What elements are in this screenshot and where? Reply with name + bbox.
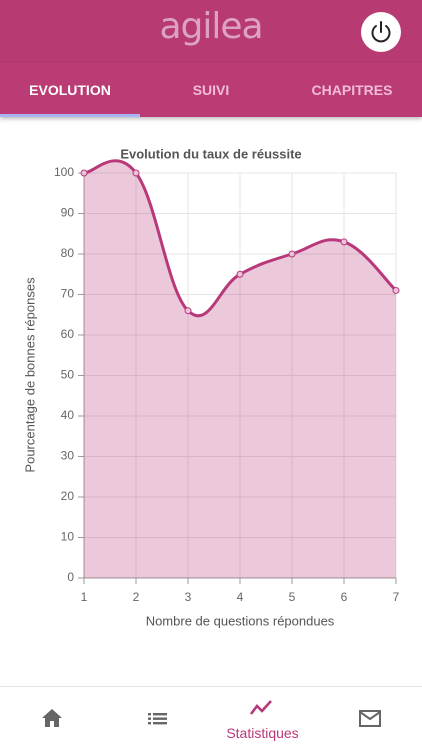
tab-bar: EVOLUTION SUIVI CHAPITRES <box>0 63 422 117</box>
bottom-nav: Statistiques <box>0 686 422 750</box>
y-tick-label: 10 <box>61 530 75 544</box>
home-icon <box>42 709 62 727</box>
y-tick-label: 70 <box>61 287 75 301</box>
point <box>132 169 140 177</box>
y-tick-label: 80 <box>61 246 75 260</box>
tab[interactable]: EVOLUTION <box>0 63 140 117</box>
logo: agilea <box>159 6 263 47</box>
y-axis-label: Pourcentage de bonnes réponses <box>22 277 37 473</box>
y-tick-label: 30 <box>61 449 75 463</box>
statistics-icon <box>249 700 272 715</box>
y-tick-label: 90 <box>61 206 75 220</box>
y-tick-label: 100 <box>54 165 74 179</box>
power-icon <box>371 21 391 43</box>
nav-statistics[interactable]: Statistiques <box>210 687 315 750</box>
chart-title: Evolution du taux de réussite <box>120 146 301 161</box>
x-tick-label: 2 <box>133 590 140 604</box>
power-button[interactable] <box>361 12 401 52</box>
x-axis-label: Nombre de questions répondues <box>146 613 335 628</box>
x-tick-label: 7 <box>393 590 400 604</box>
y-tick-label: 60 <box>61 327 75 341</box>
nav-label: Statistiques <box>226 725 299 741</box>
tab[interactable]: CHAPITRES <box>311 82 393 98</box>
y-tick-label: 20 <box>61 489 75 503</box>
y-tick-label: 50 <box>61 368 75 382</box>
chart: Evolution du taux de réussite Nombre de … <box>22 146 400 628</box>
nav-mail[interactable] <box>315 687 420 750</box>
y-tick-label: 0 <box>67 570 74 584</box>
x-tick-label: 1 <box>81 590 88 604</box>
app-header: agilea <box>0 0 422 63</box>
point <box>184 307 192 315</box>
point <box>392 286 400 294</box>
x-tick-label: 4 <box>237 590 244 604</box>
mail-icon <box>359 710 381 727</box>
x-tick-label: 5 <box>289 590 296 604</box>
area <box>84 160 396 578</box>
list-icon <box>148 713 167 725</box>
point <box>340 238 348 246</box>
nav-home[interactable] <box>0 687 105 750</box>
point <box>236 270 244 278</box>
point <box>288 250 296 258</box>
tab[interactable]: SUIVI <box>192 82 230 98</box>
x-tick-label: 6 <box>341 590 348 604</box>
y-tick-label: 40 <box>61 408 75 422</box>
nav-list[interactable] <box>105 687 210 750</box>
point <box>80 169 88 177</box>
x-tick-label: 3 <box>185 590 192 604</box>
